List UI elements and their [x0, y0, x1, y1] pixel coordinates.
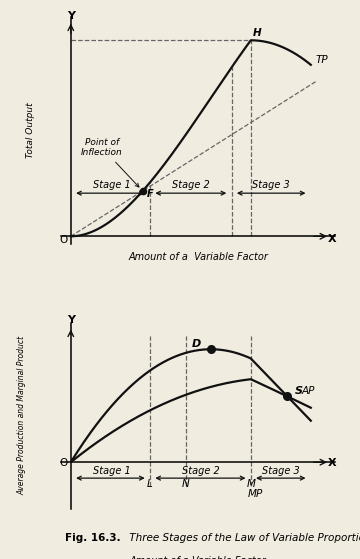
Text: TP: TP [316, 55, 328, 65]
Text: X: X [328, 457, 337, 467]
Text: Stage 2: Stage 2 [172, 180, 210, 190]
Text: Fig. 16.3.: Fig. 16.3. [65, 533, 121, 543]
Text: S: S [294, 386, 302, 396]
Text: Y: Y [67, 11, 75, 21]
Text: L: L [147, 480, 153, 490]
Text: F: F [147, 189, 153, 198]
Text: H: H [253, 29, 262, 39]
Text: Stage 3: Stage 3 [262, 466, 300, 476]
Text: Total Output: Total Output [26, 103, 35, 158]
Text: O: O [59, 458, 68, 468]
Text: Y: Y [67, 315, 75, 325]
Text: M: M [246, 480, 255, 490]
Text: Stage 1: Stage 1 [93, 466, 130, 476]
Text: O: O [59, 235, 68, 245]
Text: Stage 2: Stage 2 [181, 466, 219, 476]
Text: X: X [328, 234, 337, 244]
Text: D: D [192, 339, 201, 349]
Text: MP: MP [248, 489, 263, 499]
Text: Stage 3: Stage 3 [252, 180, 290, 190]
Text: Amount of a  Variable Factor: Amount of a Variable Factor [128, 252, 268, 262]
Text: Three Stages of the Law of Variable Proportions: Three Stages of the Law of Variable Prop… [126, 533, 360, 543]
Text: AP: AP [301, 386, 315, 396]
Text: Amount of a Variable Factor: Amount of a Variable Factor [130, 557, 266, 559]
Text: Average Production and Marginal Product: Average Production and Marginal Product [17, 336, 26, 495]
Text: N: N [182, 480, 190, 490]
Text: Stage 1: Stage 1 [93, 180, 130, 190]
Text: Point of
Inflection: Point of Inflection [81, 138, 139, 187]
